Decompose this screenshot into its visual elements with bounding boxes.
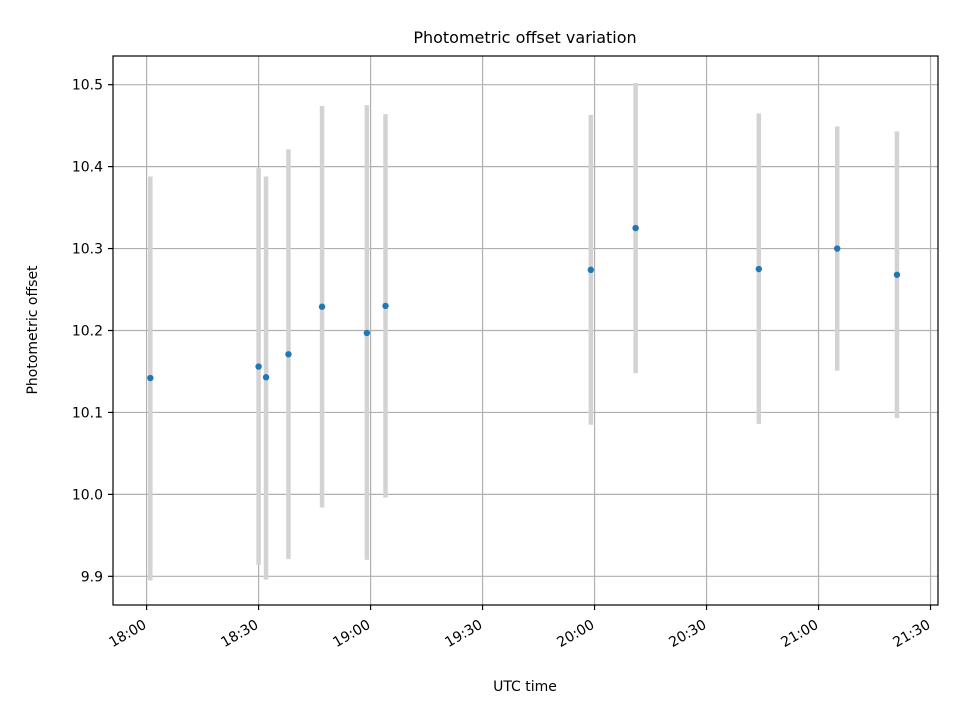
data-point bbox=[893, 271, 901, 278]
x-axis: 18:00 18:30 19:00 19:30 20:00 20:30 21:00 21:30 bbox=[106, 605, 933, 651]
x-tick-label: 21:30 bbox=[890, 617, 933, 651]
x-tick-label: 21:00 bbox=[778, 617, 821, 651]
y-tick-label: 10.0 bbox=[72, 487, 103, 503]
data-point bbox=[318, 303, 326, 310]
y-tick-label: 10.1 bbox=[72, 405, 103, 421]
data-point bbox=[285, 351, 292, 358]
chart-title: Photometric offset variation bbox=[413, 28, 636, 47]
error-bars bbox=[148, 83, 900, 581]
x-tick-label: 20:00 bbox=[554, 617, 597, 651]
y-tick-label: 10.5 bbox=[72, 78, 103, 94]
data-point bbox=[587, 266, 595, 274]
data-point bbox=[632, 224, 639, 232]
x-tick-label: 18:00 bbox=[106, 617, 149, 651]
x-tick-label: 19:00 bbox=[330, 617, 373, 651]
x-tick-label: 18:30 bbox=[218, 617, 261, 651]
data-point bbox=[255, 363, 262, 370]
data-point bbox=[147, 374, 154, 382]
data-point bbox=[834, 245, 841, 252]
x-axis-label: UTC time bbox=[493, 679, 557, 695]
data-points bbox=[147, 224, 901, 382]
data-point bbox=[755, 265, 763, 273]
data-point bbox=[262, 374, 270, 381]
grid bbox=[113, 56, 938, 605]
x-tick-label: 19:30 bbox=[442, 617, 485, 651]
y-tick-label: 10.3 bbox=[72, 242, 103, 258]
y-tick-label: 9.9 bbox=[81, 569, 103, 585]
y-axis-label: Photometric offset bbox=[25, 265, 41, 395]
y-tick-label: 10.2 bbox=[72, 324, 103, 340]
data-point bbox=[363, 329, 371, 337]
y-tick-label: 10.4 bbox=[72, 160, 103, 176]
y-axis: 9.9 10.0 10.1 10.2 10.3 10.4 10.5 bbox=[72, 78, 113, 585]
data-point bbox=[382, 302, 389, 310]
x-tick-label: 20:30 bbox=[666, 617, 709, 651]
